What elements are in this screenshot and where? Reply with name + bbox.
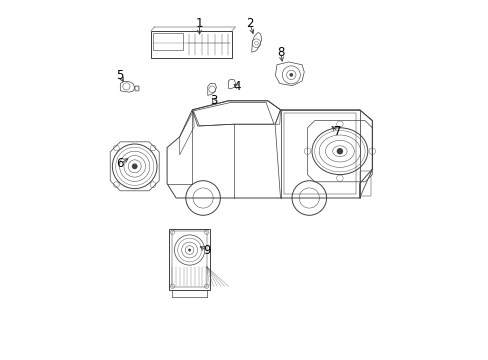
Circle shape [132, 164, 137, 168]
Bar [360, 171, 370, 196]
Text: 8: 8 [276, 46, 284, 59]
Text: 9: 9 [203, 244, 210, 257]
Bar [152, 33, 183, 50]
Circle shape [289, 73, 292, 77]
Text: 2: 2 [245, 17, 253, 30]
Text: 1: 1 [195, 17, 203, 30]
Bar [284, 113, 355, 194]
Text: 3: 3 [210, 94, 217, 107]
Circle shape [188, 248, 191, 251]
Text: 6: 6 [116, 157, 124, 170]
Circle shape [337, 149, 342, 154]
Text: 4: 4 [233, 80, 241, 93]
Text: 5: 5 [116, 69, 124, 82]
Text: 7: 7 [334, 125, 341, 138]
